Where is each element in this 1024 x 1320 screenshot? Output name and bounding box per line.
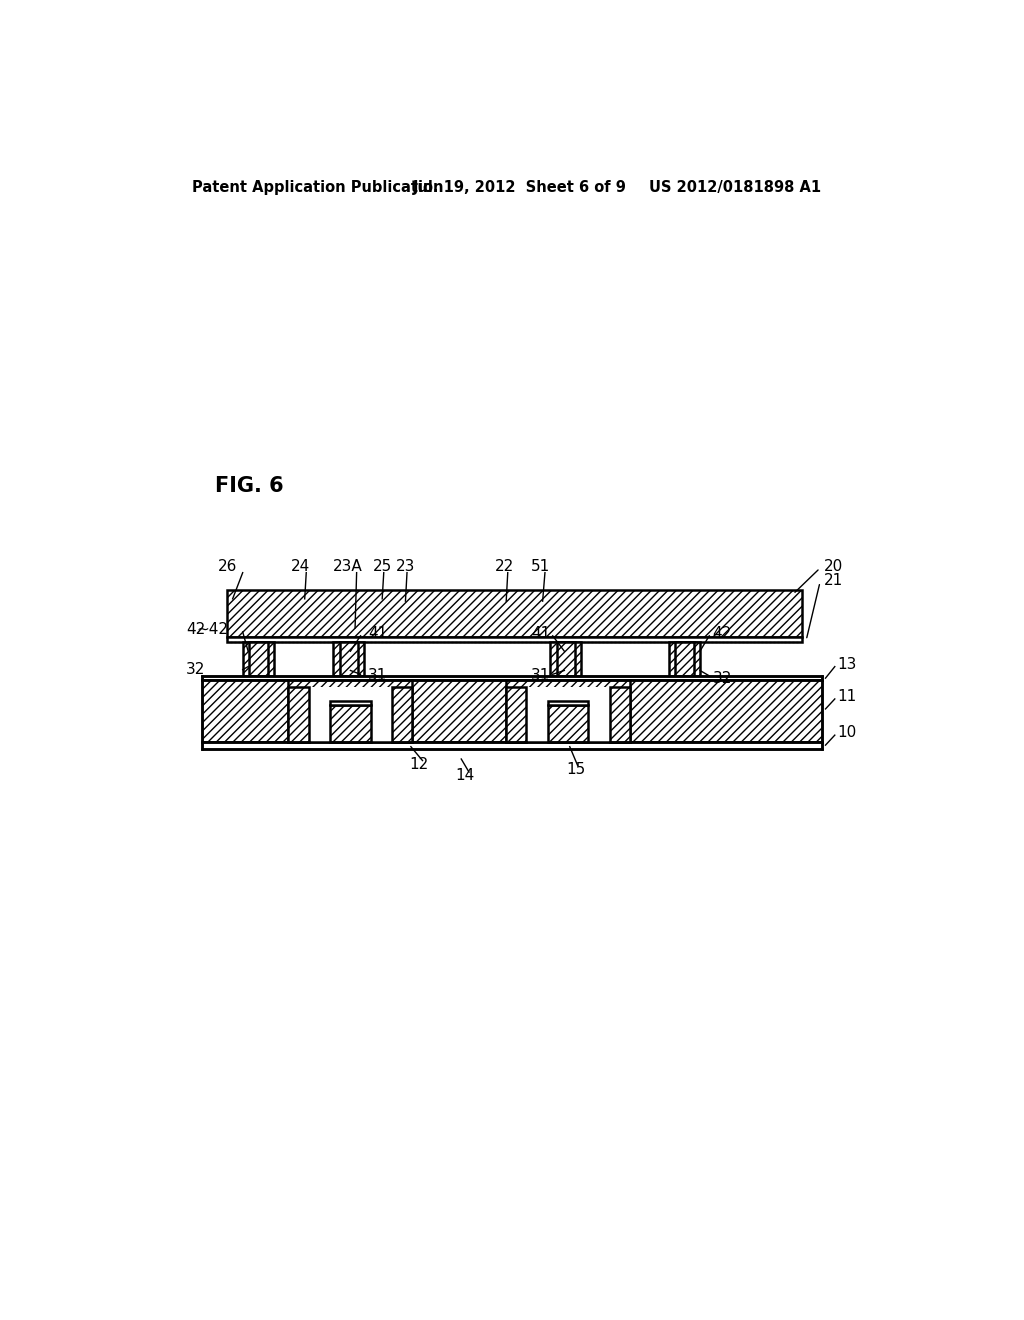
Text: 31: 31 [531, 668, 550, 684]
Text: 42: 42 [713, 626, 731, 642]
Bar [506, 686, 630, 742]
Text: 20: 20 [824, 558, 843, 574]
Text: 21: 21 [824, 573, 843, 587]
Text: 11: 11 [838, 689, 856, 704]
Bar [548, 705, 589, 742]
Bar [243, 642, 273, 676]
Text: 41: 41 [531, 626, 550, 642]
Text: Jul. 19, 2012  Sheet 6 of 9: Jul. 19, 2012 Sheet 6 of 9 [414, 180, 627, 195]
Bar [550, 642, 582, 676]
Bar [289, 686, 308, 742]
Text: 41: 41 [369, 626, 387, 642]
Bar [331, 701, 371, 705]
Bar [289, 686, 413, 742]
Bar [340, 642, 358, 676]
Text: 15: 15 [566, 762, 586, 776]
Text: 14: 14 [456, 768, 475, 784]
Bar [334, 642, 365, 676]
Text: 12: 12 [409, 756, 428, 772]
Text: FIG. 6: FIG. 6 [215, 475, 284, 495]
Text: US 2012/0181898 A1: US 2012/0181898 A1 [649, 180, 821, 195]
Bar [202, 681, 821, 742]
Bar [548, 701, 589, 705]
Text: 42: 42 [186, 622, 206, 638]
Bar [675, 642, 693, 676]
Text: 13: 13 [838, 657, 856, 672]
Bar [227, 638, 802, 642]
Text: ~42: ~42 [197, 622, 228, 638]
Text: 32: 32 [186, 663, 206, 677]
Text: Patent Application Publication: Patent Application Publication [191, 180, 443, 195]
Bar [227, 590, 802, 638]
Text: 22: 22 [495, 558, 514, 574]
Text: 24: 24 [291, 558, 309, 574]
Bar [202, 676, 821, 681]
Bar [557, 642, 575, 676]
Text: 23: 23 [395, 558, 415, 574]
Text: 23A: 23A [333, 558, 362, 574]
Text: 31: 31 [369, 668, 388, 684]
Text: 26: 26 [217, 558, 237, 574]
Text: 51: 51 [530, 558, 550, 574]
Text: 25: 25 [373, 558, 392, 574]
Bar [331, 705, 371, 742]
Bar [506, 686, 526, 742]
Bar [610, 686, 630, 742]
Bar [249, 642, 267, 676]
Text: 10: 10 [838, 725, 856, 741]
Bar [392, 686, 413, 742]
Bar [669, 642, 700, 676]
Bar [202, 742, 821, 748]
Text: 32: 32 [713, 671, 732, 685]
